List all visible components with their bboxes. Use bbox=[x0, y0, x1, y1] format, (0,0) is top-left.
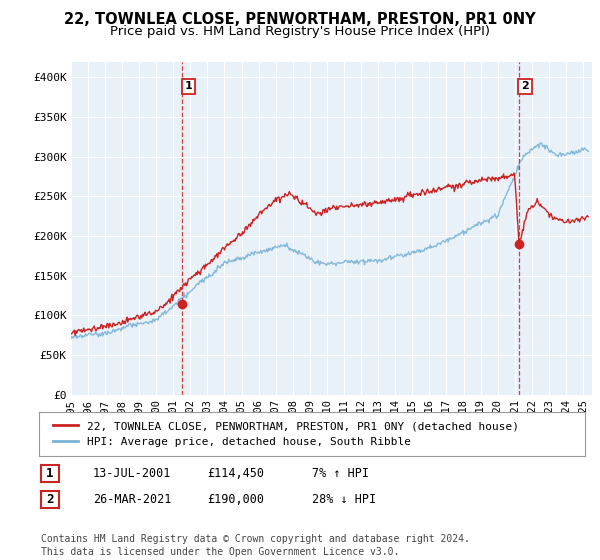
Text: Price paid vs. HM Land Registry's House Price Index (HPI): Price paid vs. HM Land Registry's House … bbox=[110, 25, 490, 38]
Text: £190,000: £190,000 bbox=[207, 493, 264, 506]
Text: 13-JUL-2001: 13-JUL-2001 bbox=[93, 466, 172, 480]
Text: 2: 2 bbox=[46, 493, 53, 506]
Text: 2: 2 bbox=[521, 81, 529, 91]
Text: 28% ↓ HPI: 28% ↓ HPI bbox=[312, 493, 376, 506]
Text: 1: 1 bbox=[46, 466, 53, 480]
Text: Contains HM Land Registry data © Crown copyright and database right 2024.
This d: Contains HM Land Registry data © Crown c… bbox=[41, 534, 470, 557]
Text: £114,450: £114,450 bbox=[207, 466, 264, 480]
Text: 1: 1 bbox=[185, 81, 193, 91]
Text: 7% ↑ HPI: 7% ↑ HPI bbox=[312, 466, 369, 480]
Legend: 22, TOWNLEA CLOSE, PENWORTHAM, PRESTON, PR1 0NY (detached house), HPI: Average p: 22, TOWNLEA CLOSE, PENWORTHAM, PRESTON, … bbox=[49, 417, 523, 451]
Text: 22, TOWNLEA CLOSE, PENWORTHAM, PRESTON, PR1 0NY: 22, TOWNLEA CLOSE, PENWORTHAM, PRESTON, … bbox=[64, 12, 536, 27]
Text: 26-MAR-2021: 26-MAR-2021 bbox=[93, 493, 172, 506]
